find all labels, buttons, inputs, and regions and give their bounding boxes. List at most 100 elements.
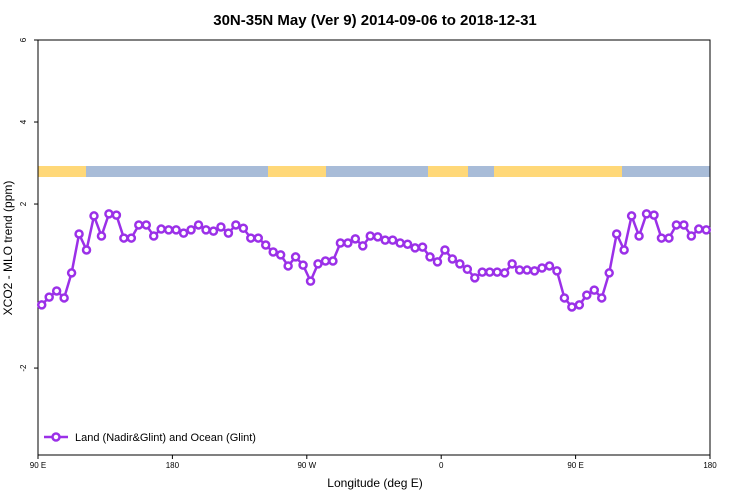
data-point xyxy=(634,231,644,241)
data-point xyxy=(104,209,114,219)
data-point xyxy=(156,224,166,234)
data-point xyxy=(619,245,629,255)
data-point xyxy=(395,238,405,248)
data-point xyxy=(328,256,338,266)
data-point xyxy=(507,259,517,269)
data-point xyxy=(686,231,697,241)
data-point xyxy=(178,228,189,238)
data-point xyxy=(567,302,577,312)
data-point xyxy=(529,266,540,276)
y-tick-label: 4 xyxy=(19,119,28,124)
data-point xyxy=(51,286,62,296)
plot-frame xyxy=(37,39,711,456)
data-point xyxy=(253,233,264,243)
data-point xyxy=(611,229,622,239)
data-point xyxy=(74,229,84,239)
data-point xyxy=(514,265,525,275)
data-point xyxy=(186,225,196,235)
data-point xyxy=(402,239,413,249)
data-point xyxy=(641,209,652,219)
legend-label: Land (Nadir&Glint) and Ocean (Glint) xyxy=(75,432,256,444)
data-point xyxy=(141,220,152,230)
data-point xyxy=(238,223,249,233)
x-tick-label: 90 W xyxy=(297,461,316,470)
data-point xyxy=(119,233,129,243)
data-point xyxy=(335,238,346,248)
data-point xyxy=(694,224,704,234)
data-point xyxy=(664,233,674,243)
data-point xyxy=(537,263,547,273)
data-point xyxy=(275,250,286,260)
data-point xyxy=(432,257,443,267)
data-point xyxy=(484,267,495,277)
chart-title: 30N-35N May (Ver 9) 2014-09-06 to 2018-1… xyxy=(213,12,537,29)
data-point xyxy=(44,292,54,302)
y-tick-label: 6 xyxy=(19,37,28,42)
x-tick-label: 90 E xyxy=(567,461,583,470)
data-point xyxy=(447,254,458,264)
data-point xyxy=(260,240,271,250)
data-point xyxy=(350,234,361,244)
x-tick-label: 0 xyxy=(439,461,444,470)
data-point xyxy=(96,231,107,241)
land-ocean-band xyxy=(38,166,710,177)
data-point xyxy=(201,225,211,235)
data-point xyxy=(522,265,532,275)
data-point xyxy=(343,238,353,248)
data-point xyxy=(372,232,383,242)
data-point xyxy=(66,268,77,278)
data-point xyxy=(283,261,293,271)
data-point xyxy=(320,256,331,266)
data-point xyxy=(81,245,92,255)
x-axis-label: Longitude (deg E) xyxy=(327,476,422,490)
data-point xyxy=(148,231,159,241)
data-point xyxy=(380,235,390,245)
y-axis-label: XCO2 - MLO trend (ppm) xyxy=(1,181,15,316)
y-tick-label: -2 xyxy=(19,364,28,372)
data-point xyxy=(59,293,69,303)
data-point xyxy=(246,233,256,243)
data-point xyxy=(89,211,99,221)
data-point xyxy=(596,293,607,303)
data-point xyxy=(36,300,47,310)
data-point xyxy=(499,268,510,278)
data-point xyxy=(574,300,585,310)
data-point xyxy=(559,293,570,303)
data-point xyxy=(305,276,316,286)
data-point xyxy=(582,290,592,300)
data-point xyxy=(387,235,398,245)
data-point xyxy=(604,268,614,278)
data-point xyxy=(298,260,308,270)
data-point xyxy=(410,243,420,253)
data-point xyxy=(223,228,234,238)
data-point xyxy=(656,233,667,243)
data-point xyxy=(589,285,600,295)
x-tick-label: 90 E xyxy=(30,461,46,470)
data-point xyxy=(425,252,435,262)
data-point xyxy=(477,267,488,277)
data-point xyxy=(134,220,144,230)
y-tick-label: 2 xyxy=(19,201,28,206)
data-point xyxy=(163,225,174,235)
data-point xyxy=(649,210,659,220)
data-point xyxy=(216,222,226,232)
data-point xyxy=(313,259,323,269)
data-point xyxy=(671,220,682,230)
data-point xyxy=(268,247,278,257)
x-tick-label: 180 xyxy=(166,461,180,470)
data-point xyxy=(552,266,562,276)
data-point xyxy=(701,225,712,235)
data-point xyxy=(171,225,181,235)
data-point xyxy=(455,259,465,269)
legend-marker xyxy=(51,432,61,442)
x-tick-label: 180 xyxy=(703,461,717,470)
data-point xyxy=(111,210,122,220)
data-point xyxy=(208,226,219,236)
data-point xyxy=(193,220,204,230)
data-point xyxy=(470,273,480,283)
data-point xyxy=(290,252,301,262)
data-point xyxy=(462,264,473,274)
data-point xyxy=(492,267,502,277)
data-point xyxy=(544,261,555,271)
